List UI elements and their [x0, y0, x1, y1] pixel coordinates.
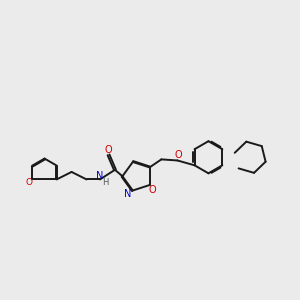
- Text: N: N: [124, 189, 132, 199]
- Text: N: N: [96, 171, 103, 181]
- Text: H: H: [102, 178, 109, 187]
- Text: O: O: [25, 178, 32, 187]
- Text: O: O: [105, 145, 112, 155]
- Text: O: O: [149, 185, 157, 195]
- Text: O: O: [175, 150, 182, 160]
